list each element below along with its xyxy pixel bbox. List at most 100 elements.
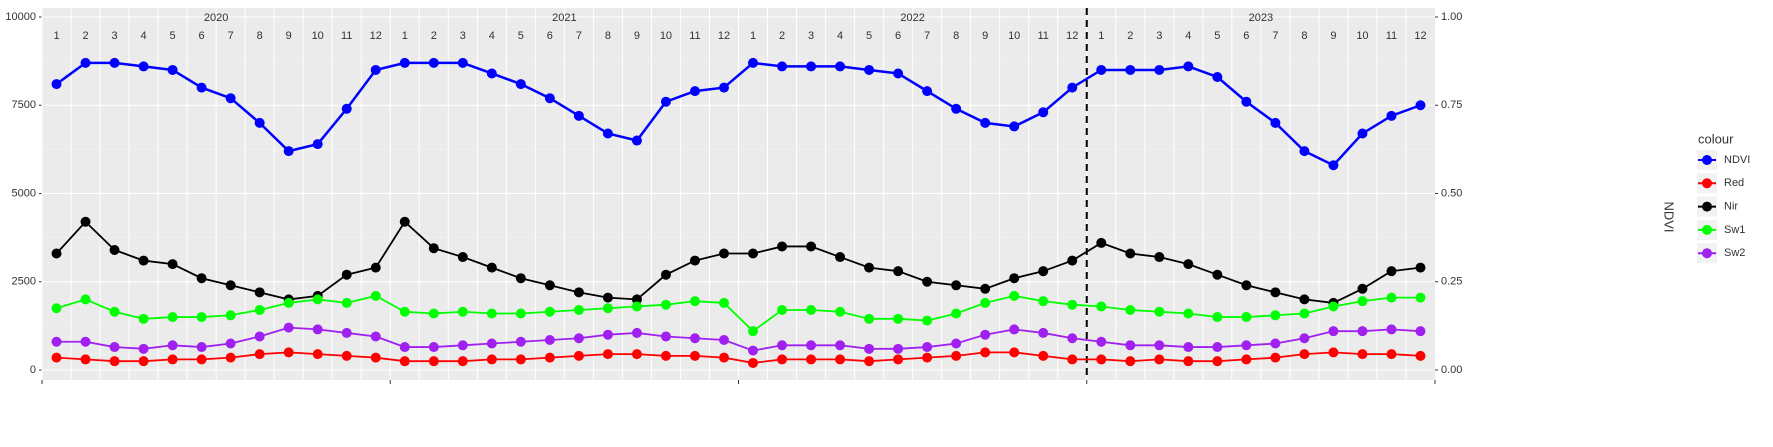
data-point [312, 294, 323, 305]
data-point [370, 352, 381, 363]
data-point [951, 280, 962, 291]
data-point [1009, 273, 1020, 284]
data-point [922, 86, 933, 97]
data-point [980, 117, 991, 128]
y2-tick-label: 0.25 [1441, 276, 1462, 288]
data-point [893, 266, 904, 277]
x-tick-label: 6 [895, 30, 901, 42]
x-tick-label: 3 [1156, 30, 1162, 42]
data-point [980, 347, 991, 358]
data-point [138, 343, 149, 354]
data-point [225, 310, 236, 321]
data-point [486, 68, 497, 79]
data-point [922, 352, 933, 363]
data-point [1270, 117, 1281, 128]
data-point [196, 342, 207, 353]
x-tick-label: 1 [1098, 30, 1104, 42]
legend-dot [1702, 248, 1712, 259]
x-tick-label: 10 [312, 30, 324, 42]
data-point [1096, 301, 1107, 312]
x-tick-label: 6 [547, 30, 553, 42]
data-point [457, 57, 468, 68]
y2-tick-label: 0.00 [1441, 364, 1462, 376]
data-point [922, 342, 933, 353]
data-point [1038, 327, 1049, 338]
data-point [1299, 333, 1310, 344]
x-tick-label: 2 [779, 30, 785, 42]
legend-label: Sw2 [1724, 247, 1745, 259]
data-point [225, 338, 236, 349]
data-point [660, 299, 671, 310]
data-point [1212, 342, 1223, 353]
data-point [1067, 299, 1078, 310]
data-point [835, 340, 846, 351]
data-point [370, 64, 381, 75]
data-point [631, 135, 642, 146]
data-point [138, 356, 149, 367]
data-point [312, 324, 323, 335]
data-point [1038, 107, 1049, 118]
data-point [602, 329, 613, 340]
x-tick-label: 5 [1214, 30, 1220, 42]
data-point [835, 354, 846, 365]
data-point [1241, 96, 1252, 107]
data-point [1270, 310, 1281, 321]
x-tick-label: 7 [924, 30, 930, 42]
year-label: 2021 [552, 12, 576, 24]
data-point [544, 93, 555, 104]
x-tick-label: 12 [1414, 30, 1426, 42]
data-point [109, 244, 120, 255]
x-tick-label: 1 [402, 30, 408, 42]
data-point [544, 280, 555, 291]
data-point [486, 338, 497, 349]
data-point [225, 280, 236, 291]
data-point [1125, 64, 1136, 75]
data-point [1270, 338, 1281, 349]
legend-dot [1702, 178, 1712, 189]
data-point [80, 57, 91, 68]
data-point [660, 96, 671, 107]
data-point [1386, 110, 1397, 121]
data-point [283, 146, 294, 157]
x-tick-label: 7 [1272, 30, 1278, 42]
data-point [573, 304, 584, 315]
x-tick-label: 3 [460, 30, 466, 42]
data-point [109, 356, 120, 367]
y-tick-label: 0 [30, 364, 36, 376]
data-point [399, 216, 410, 227]
data-point [748, 345, 759, 356]
data-point [1096, 336, 1107, 347]
data-point [254, 331, 265, 342]
data-point [1009, 324, 1020, 335]
data-point [1154, 340, 1165, 351]
x-tick-label: 8 [953, 30, 959, 42]
data-point [951, 103, 962, 114]
data-point [689, 333, 700, 344]
y2-tick-label: 0.75 [1441, 99, 1462, 111]
data-point [980, 297, 991, 308]
data-point [1328, 347, 1339, 358]
data-point [1299, 349, 1310, 360]
data-point [341, 327, 352, 338]
x-tick-label: 3 [808, 30, 814, 42]
x-tick-label: 8 [605, 30, 611, 42]
x-tick-label: 11 [1038, 30, 1049, 42]
x-tick-label: 7 [228, 30, 234, 42]
x-tick-label: 2 [1127, 30, 1133, 42]
data-point [167, 340, 178, 351]
data-point [515, 336, 526, 347]
data-point [1241, 340, 1252, 351]
x-tick-label: 4 [141, 30, 147, 42]
data-point [864, 356, 875, 367]
data-point [1212, 356, 1223, 367]
data-point [1067, 333, 1078, 344]
y-tick-label: 2500 [12, 276, 36, 288]
x-tick-label: 8 [257, 30, 263, 42]
data-point [864, 262, 875, 273]
data-point [138, 61, 149, 72]
data-point [51, 79, 62, 90]
data-point [631, 294, 642, 305]
data-point [399, 342, 410, 353]
y-tick-label: 5000 [12, 187, 36, 199]
data-point [748, 248, 759, 259]
